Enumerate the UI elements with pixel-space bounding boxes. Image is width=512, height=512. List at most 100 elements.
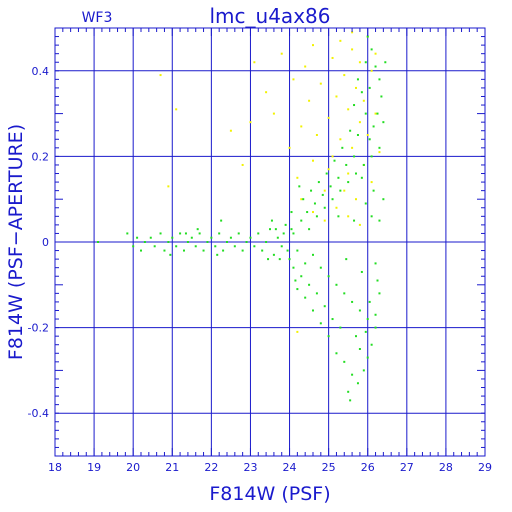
x-tick-label: 24: [283, 461, 297, 474]
data-point: [374, 65, 377, 68]
data-point: [358, 309, 361, 312]
data-point: [376, 279, 379, 282]
data-point: [296, 176, 299, 179]
data-point: [372, 125, 375, 128]
data-point: [327, 335, 330, 338]
data-point: [343, 360, 346, 363]
data-point: [351, 48, 354, 51]
data-point: [378, 151, 381, 154]
x-tick-label: 22: [204, 461, 218, 474]
data-point: [300, 198, 303, 201]
data-point: [356, 134, 359, 136]
data-point: [229, 129, 232, 132]
data-point: [339, 326, 342, 329]
data-point: [374, 52, 377, 55]
data-point: [136, 236, 139, 239]
y-tick-label: 0: [42, 236, 49, 249]
data-point: [171, 236, 174, 239]
x-tick-label: 23: [243, 461, 257, 474]
data-point: [364, 202, 367, 205]
data-point: [376, 112, 379, 115]
data-point: [288, 258, 291, 261]
data-point: [272, 112, 275, 115]
data-point: [312, 159, 314, 162]
x-tick-label: 19: [87, 461, 101, 474]
data-point: [323, 219, 326, 222]
data-point: [349, 399, 352, 402]
data-point: [292, 266, 295, 269]
data-point: [153, 245, 156, 248]
data-point: [370, 69, 373, 72]
data-point: [313, 202, 316, 205]
data-point: [194, 245, 197, 248]
data-point: [290, 228, 293, 231]
data-point: [370, 181, 373, 184]
data-point: [300, 125, 303, 128]
data-point: [312, 211, 314, 214]
y-axis-label: F814W (PSF−APERTURE): [5, 124, 27, 360]
data-point: [331, 56, 334, 59]
data-point: [337, 176, 340, 179]
data-point: [351, 300, 354, 303]
data-point: [267, 258, 270, 261]
data-point: [298, 185, 301, 188]
data-point: [304, 65, 307, 68]
data-point: [366, 35, 369, 38]
data-point: [384, 61, 387, 64]
data-point: [362, 99, 365, 102]
y-tick-label: -0.2: [28, 322, 49, 335]
data-point: [315, 215, 318, 218]
data-point: [216, 253, 219, 256]
data-point: [374, 112, 377, 115]
data-point: [351, 373, 354, 376]
data-point: [253, 245, 256, 248]
data-point: [274, 228, 277, 231]
data-point: [335, 352, 338, 355]
data-point: [312, 253, 314, 256]
y-tick-label: 0.2: [32, 150, 50, 163]
data-point: [347, 108, 350, 111]
data-point: [265, 241, 268, 243]
data-point: [317, 181, 320, 184]
data-point: [331, 198, 334, 201]
data-point: [269, 228, 271, 231]
data-point: [353, 219, 356, 222]
data-point: [382, 198, 385, 201]
data-point: [358, 348, 361, 350]
data-point: [300, 219, 303, 222]
data-point: [300, 275, 303, 278]
data-point: [366, 318, 369, 321]
data-point: [355, 198, 357, 201]
data-point: [319, 82, 322, 85]
data-point: [370, 343, 373, 346]
data-point: [319, 322, 322, 325]
data-point: [370, 215, 373, 218]
data-point: [331, 155, 334, 158]
data-point: [175, 245, 178, 248]
data-point: [233, 245, 236, 248]
x-tick-label: 18: [48, 461, 62, 474]
data-point: [270, 219, 273, 222]
data-point: [339, 39, 342, 42]
data-point: [353, 155, 356, 158]
data-point: [183, 249, 185, 252]
data-point: [310, 189, 313, 192]
data-point: [368, 86, 371, 89]
data-point: [265, 91, 268, 94]
data-point: [339, 189, 342, 192]
data-point: [351, 146, 354, 149]
chart-title: lmc_u4ax86: [210, 4, 331, 28]
data-point: [286, 249, 289, 252]
data-point: [368, 138, 371, 141]
data-point: [355, 172, 357, 175]
data-point: [378, 292, 381, 295]
labels-layer: 18 19 20 21 22 23 24 25 26 27 28 29 -0.4 -0.2 0 0.2 0.4: [28, 65, 492, 474]
grid-layer: [54, 28, 486, 456]
data-point: [312, 309, 314, 312]
data-point: [331, 318, 334, 321]
data-point: [132, 245, 135, 248]
data-point: [333, 159, 336, 162]
data-point: [261, 249, 264, 252]
data-point: [284, 223, 287, 226]
data-point: [143, 241, 146, 243]
